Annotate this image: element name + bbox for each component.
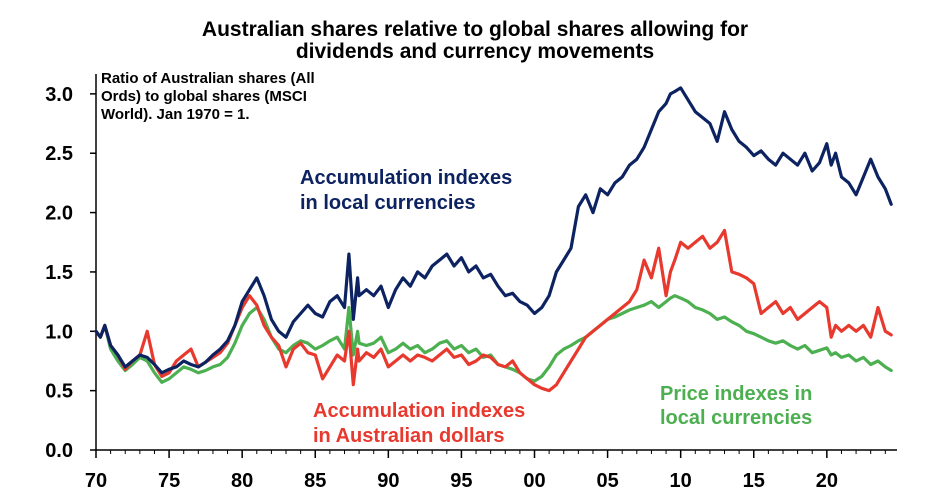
chart-note: Ratio of Australian shares (All Ords) to… xyxy=(101,70,315,123)
series-label-accumulation-local-line-2: in local currencies xyxy=(300,192,476,214)
x-tick-label-4: 90 xyxy=(377,470,399,492)
y-tick-label-4: 2.0 xyxy=(45,203,73,225)
series-label-accumulation-local-line-1: Accumulation indexes xyxy=(300,167,512,189)
x-tick-label-1: 75 xyxy=(158,470,180,492)
chart-title: Australian shares relative to global sha… xyxy=(202,18,748,63)
x-tick-label-0: 70 xyxy=(85,470,107,492)
series-line-price-local xyxy=(94,294,893,384)
series-lines xyxy=(94,86,893,393)
x-tick-label-9: 15 xyxy=(743,470,765,492)
x-tick-label-5: 95 xyxy=(450,470,472,492)
series-label-accumulation-aud-line-1: Accumulation indexes xyxy=(313,400,525,422)
axes: 0.0 0.5 1.0 1.5 2.0 2.5 3.0 70 75 80 85 90 95 00 05 10 1… xyxy=(45,74,897,492)
x-tick-label-6: 00 xyxy=(523,470,545,492)
y-tick-label-6: 3.0 xyxy=(45,84,73,106)
y-tick-label-2: 1.0 xyxy=(45,321,73,343)
y-tick-label-0: 0.0 xyxy=(45,440,73,462)
x-tick-label-3: 85 xyxy=(304,470,326,492)
x-tick-label-7: 05 xyxy=(596,470,618,492)
chart-note-line-2: Ords) to global shares (MSCI xyxy=(101,88,307,105)
x-tick-label-8: 10 xyxy=(670,470,692,492)
series-label-accumulation-aud-line-2: in Australian dollars xyxy=(313,425,505,447)
chart-title-line-1: Australian shares relative to global sha… xyxy=(202,18,748,41)
chart-title-line-2: dividends and currency movements xyxy=(296,40,654,63)
chart-note-line-3: World). Jan 1970 = 1. xyxy=(101,106,250,123)
x-tick-label-10: 20 xyxy=(816,470,838,492)
series-line-accumulation-local xyxy=(94,86,893,375)
x-tick-label-2: 80 xyxy=(231,470,253,492)
series-labels: Accumulation indexes in local currencies… xyxy=(300,167,812,447)
series-label-price-local-line-2: local currencies xyxy=(660,407,812,429)
y-tick-label-3: 1.5 xyxy=(45,262,73,284)
chart-note-line-1: Ratio of Australian shares (All xyxy=(101,70,315,87)
y-tick-label-5: 2.5 xyxy=(45,143,73,165)
series-label-price-local-line-1: Price indexes in xyxy=(660,383,812,405)
y-tick-label-1: 0.5 xyxy=(45,381,73,403)
